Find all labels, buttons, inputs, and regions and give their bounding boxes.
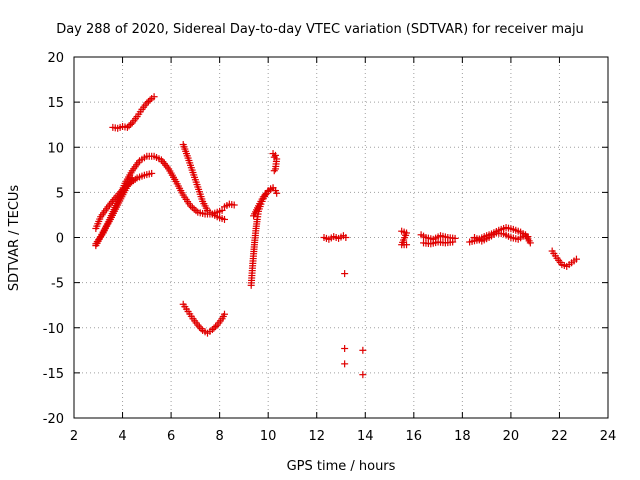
data-point <box>188 203 196 211</box>
data-point <box>273 189 281 197</box>
data-point <box>271 151 279 159</box>
x-axis-label: GPS time / hours <box>287 459 396 474</box>
data-point <box>451 234 459 242</box>
data-points <box>92 93 580 379</box>
data-point <box>220 215 228 223</box>
y-axis-label: SDTVAR / TECUs <box>7 185 22 292</box>
data-point <box>123 123 131 131</box>
data-point <box>128 174 136 182</box>
data-point <box>342 234 350 241</box>
data-point <box>403 241 411 249</box>
data-point <box>572 255 580 263</box>
y-tick-label: -15 <box>43 367 64 382</box>
y-tick-label: 10 <box>47 141 64 156</box>
x-tick-label: 24 <box>600 429 617 444</box>
data-point <box>148 169 156 177</box>
x-tick-label: 22 <box>551 429 568 444</box>
data-point <box>195 323 203 331</box>
data-point <box>218 206 226 214</box>
x-tick-label: 12 <box>308 429 325 444</box>
y-tick-label: -20 <box>43 412 64 427</box>
data-point <box>269 184 277 192</box>
data-point <box>143 99 151 107</box>
data-point <box>190 205 198 213</box>
data-point <box>359 371 367 379</box>
data-point <box>210 324 218 332</box>
chart-title: Day 288 of 2020, Sidereal Day-to-day VTE… <box>56 22 584 37</box>
data-point <box>341 345 349 353</box>
data-point <box>230 201 238 209</box>
data-point <box>359 346 367 354</box>
y-tick-label: 15 <box>47 96 64 111</box>
data-point <box>208 326 216 334</box>
data-point <box>146 96 154 104</box>
data-point <box>270 167 278 175</box>
data-point <box>212 323 220 331</box>
data-point <box>197 325 205 333</box>
y-tick-label: 5 <box>56 186 64 201</box>
data-point <box>449 238 457 246</box>
x-tick-label: 2 <box>70 429 78 444</box>
data-point <box>341 270 349 278</box>
x-tick-label: 16 <box>406 429 423 444</box>
x-tick-label: 18 <box>454 429 471 444</box>
x-tick-label: 10 <box>260 429 277 444</box>
data-point <box>526 239 534 247</box>
data-point <box>127 120 135 128</box>
x-tick-label: 6 <box>167 429 175 444</box>
y-tick-label: 0 <box>56 232 64 247</box>
x-tick-label: 4 <box>118 429 126 444</box>
data-point <box>341 360 349 368</box>
y-tick-label: 20 <box>47 51 64 66</box>
x-tick-label: 20 <box>503 429 520 444</box>
y-tick-label: -5 <box>51 277 64 292</box>
data-point <box>220 310 228 318</box>
data-point <box>144 98 152 106</box>
y-tick-label: -10 <box>43 322 64 337</box>
x-tick-label: 14 <box>357 429 374 444</box>
data-point <box>125 122 133 130</box>
x-tick-label: 8 <box>215 429 223 444</box>
data-point <box>150 93 158 101</box>
